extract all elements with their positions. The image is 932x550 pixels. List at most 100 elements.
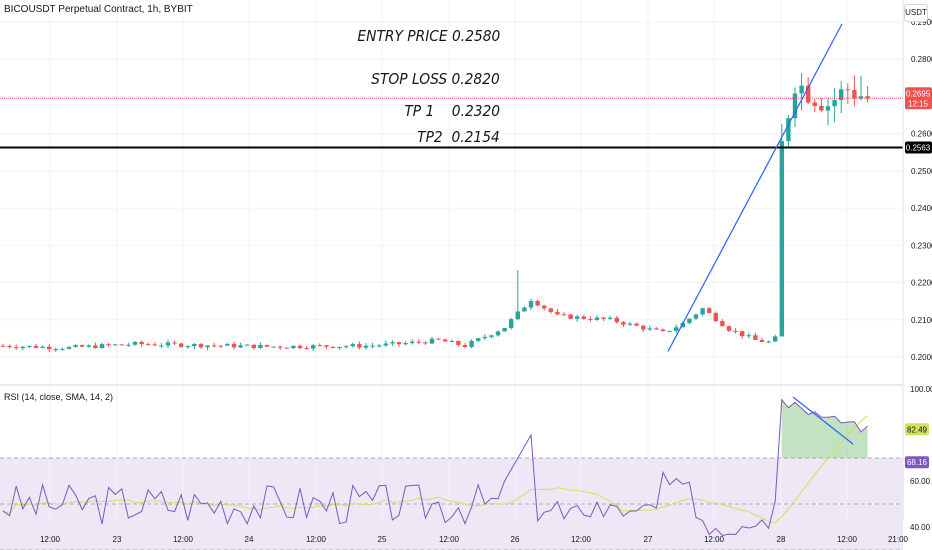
candle-up	[766, 341, 771, 343]
candle-up	[594, 317, 600, 320]
last-price-value: 0.2695	[906, 89, 931, 98]
candle-up	[627, 323, 633, 325]
candle-down	[806, 85, 811, 103]
tp2-note: TP2 0.2154	[417, 128, 500, 146]
rsi-overbought-fill	[781, 399, 868, 458]
candle-up	[40, 346, 45, 348]
rsi-title: RSI (14, close, SMA, 14, 2)	[4, 392, 114, 402]
stop-loss-note: STOP LOSS 0.2820	[371, 70, 500, 88]
candles	[0, 73, 870, 353]
candle-up	[449, 340, 454, 342]
candle-up	[489, 335, 494, 337]
candle-down	[726, 326, 732, 331]
candle-down	[561, 314, 567, 316]
candle-down	[324, 345, 329, 347]
candle-up	[159, 345, 164, 347]
candle-down	[0, 345, 6, 347]
candle-down	[357, 344, 362, 348]
candle-up	[390, 342, 395, 344]
candle-up	[825, 106, 831, 111]
candle-up	[245, 344, 250, 346]
candle-down	[707, 308, 712, 314]
time-tick-label: 12:00	[306, 535, 327, 544]
candle-up	[495, 331, 501, 336]
price-pane[interactable]	[0, 0, 903, 385]
candle-up	[66, 346, 72, 349]
time-tick-label: 28	[777, 535, 786, 544]
candle-up	[271, 346, 276, 348]
candle-down	[654, 328, 659, 330]
candle-up	[165, 342, 171, 346]
rsi-tick-label: 100.00	[910, 385, 932, 394]
candle-down	[819, 105, 824, 111]
candle-up	[350, 344, 355, 347]
candle-up	[786, 118, 791, 142]
candle-down	[733, 330, 738, 332]
trendline-breakout[interactable]	[667, 23, 843, 352]
candle-down	[548, 308, 553, 312]
time-tick-label: 12:00	[40, 535, 61, 544]
candle-down	[264, 344, 270, 347]
candle-down	[740, 331, 745, 337]
candle-down	[80, 345, 85, 347]
candle-down	[542, 305, 547, 309]
candle-down	[304, 348, 309, 350]
candle-up	[693, 314, 699, 319]
candle-up	[528, 300, 534, 308]
countdown-value: 12:15	[908, 99, 929, 108]
candle-up	[674, 327, 679, 331]
rsi-trendline[interactable]	[792, 396, 854, 445]
candle-up	[53, 349, 58, 351]
candle-down	[119, 344, 124, 346]
candle-down	[297, 345, 303, 349]
candle-down	[436, 338, 441, 340]
candle-down	[641, 325, 646, 330]
candle-up	[27, 345, 32, 347]
time-tick-label: 12:00	[571, 535, 592, 544]
candle-down	[456, 340, 461, 345]
time-axis[interactable]: 12:00 23 12:00 24 12:00 25 12:00 26 12:00 27 12:00…	[40, 535, 909, 544]
candle-up	[839, 89, 844, 100]
candle-up	[192, 343, 197, 347]
candle-down	[588, 318, 593, 320]
candle-down	[212, 345, 217, 347]
candle-up	[383, 343, 388, 346]
candle-down	[198, 343, 204, 348]
candle-up	[680, 322, 685, 328]
rsi-tick-label: 60.00	[910, 477, 931, 486]
candle-down	[139, 341, 144, 345]
candle-down	[317, 345, 322, 347]
rsi-pane[interactable]	[0, 386, 903, 550]
candle-up	[99, 344, 105, 349]
trendlines[interactable]	[667, 23, 847, 352]
rsi-line	[2, 398, 868, 537]
candle-up	[132, 341, 138, 345]
candle-down	[14, 347, 19, 349]
candle-down	[284, 347, 289, 349]
candle-up	[858, 96, 864, 99]
price-tick-label: 0.2900	[911, 18, 932, 27]
hline-price-tag	[905, 141, 932, 154]
candle-down	[218, 345, 223, 347]
candle-up	[113, 344, 118, 346]
tp1-note: TP 1 0.2320	[404, 102, 500, 120]
candle-up	[363, 345, 369, 348]
candle-down	[152, 344, 157, 346]
candle-up	[575, 316, 580, 319]
candle-up	[126, 344, 131, 346]
candle-up	[291, 345, 296, 349]
candle-down	[462, 344, 468, 348]
candle-down	[416, 341, 421, 343]
candle-down	[396, 342, 402, 345]
time-tick-label: 12:00	[704, 535, 725, 544]
time-tick-label: 23	[113, 535, 122, 544]
candle-down	[7, 345, 12, 348]
rsi-axis[interactable]: 40.00 60.00 100.00	[910, 385, 932, 532]
currency-unit-button[interactable]: USDT	[904, 4, 928, 22]
